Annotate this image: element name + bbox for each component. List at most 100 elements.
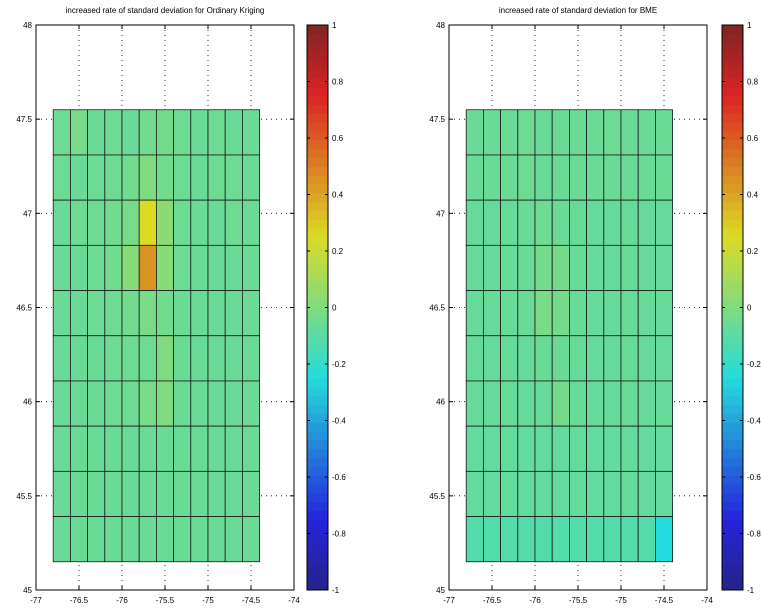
colorbar-tick-label: 1: [332, 21, 337, 30]
heatmap-cell: [173, 109, 192, 156]
heatmap-cell: [224, 335, 243, 382]
colorbar-swatch: [307, 33, 328, 44]
colorbar-swatch: [307, 219, 328, 229]
heatmap-cell: [190, 470, 209, 517]
heatmap-cell: [534, 380, 553, 427]
y-tick-label: 48: [23, 21, 32, 30]
heatmap-cell: [465, 425, 484, 472]
heatmap-cell: [569, 244, 588, 291]
heatmap-cell: [534, 425, 553, 472]
heatmap-cell: [655, 244, 674, 291]
colorbar-swatch: [307, 272, 328, 282]
x-tick-label: -74: [288, 596, 300, 605]
colorbar-tick-label: 0: [747, 304, 752, 313]
heatmap-cell: [637, 109, 656, 156]
colorbar-swatch: [722, 369, 743, 379]
heatmap-cell: [586, 335, 605, 382]
colorbar-swatch: [307, 183, 328, 194]
heatmap-cell: [465, 290, 484, 337]
colorbar-swatch: [722, 333, 743, 344]
heatmap-cell: [104, 244, 123, 291]
heatmap-cell: [465, 335, 484, 382]
colorbar-swatch: [307, 166, 328, 176]
heatmap-cell: [87, 244, 106, 291]
colorbar-swatch: [307, 77, 328, 88]
heatmap-cell: [173, 425, 192, 472]
heatmap-cell: [465, 516, 484, 563]
heatmap-cell: [482, 380, 501, 427]
colorbar-swatch: [722, 148, 743, 158]
colorbar-swatch: [307, 448, 328, 459]
colorbar-swatch: [722, 298, 743, 308]
heatmap-cell: [52, 380, 71, 427]
heatmap-cell: [138, 244, 157, 291]
colorbar-swatch: [722, 537, 743, 547]
heatmap-cell: [104, 199, 123, 246]
heatmap-cell: [482, 244, 501, 291]
heatmap-cell: [465, 244, 484, 291]
x-tick-label: -75: [202, 596, 214, 605]
y-tick-label: 45: [436, 586, 445, 595]
colorbar-swatch: [307, 175, 328, 185]
colorbar-swatch: [722, 360, 743, 370]
heatmap-cell: [517, 380, 536, 427]
heatmap-cell: [551, 335, 570, 382]
heatmap-cell: [52, 199, 71, 246]
heatmap-cell: [104, 290, 123, 337]
heatmap-cell: [551, 425, 570, 472]
heatmap-cell: [241, 154, 260, 201]
colorbar-swatch: [307, 289, 328, 300]
heatmap-cell: [620, 516, 639, 563]
colorbar-swatch: [307, 457, 328, 467]
x-tick-label: -75.5: [156, 596, 175, 605]
colorbar-swatch: [722, 104, 743, 114]
colorbar: 1 0.8 0.6 0.4 0.2 0 -0.2 -0.4 -0.6 -0.8 -1: [306, 21, 346, 595]
heatmap-cell: [121, 425, 140, 472]
heatmap-cell: [224, 154, 243, 201]
heatmap-cell: [190, 244, 209, 291]
colorbar-tick-label: 0.6: [747, 134, 759, 143]
colorbar-tick-label: 0.8: [747, 78, 759, 87]
heatmap-cell: [482, 109, 501, 156]
heatmap-cell: [569, 380, 588, 427]
colorbar-swatch: [307, 113, 328, 123]
heatmap-cell: [190, 335, 209, 382]
heatmap-cell: [52, 244, 71, 291]
colorbar-swatch: [722, 510, 743, 520]
colorbar-swatch: [722, 175, 743, 185]
colorbar-swatch: [722, 42, 743, 52]
y-tick-label: 46.5: [16, 304, 32, 313]
colorbar-tick-label: 0: [332, 304, 337, 313]
heatmap-cell: [517, 199, 536, 246]
heatmap-cell: [586, 425, 605, 472]
colorbar-tick-label: 0.2: [747, 247, 759, 256]
colorbar-swatch: [722, 95, 743, 105]
heatmap-cell: [465, 470, 484, 517]
heatmap-cell: [569, 516, 588, 563]
heatmap-cell: [104, 470, 123, 517]
heatmap-cell: [637, 154, 656, 201]
chart-panel-1: -77 -76.5 -76 -75.5 -75 -74.5 -74 45 45.5 46 46.5 4…: [16, 6, 346, 605]
heatmap-cell: [620, 244, 639, 291]
colorbar-swatch: [307, 519, 328, 529]
heatmap-cell: [517, 109, 536, 156]
heatmap-cell: [121, 199, 140, 246]
heatmap-cell: [70, 244, 89, 291]
y-tick-label: 46: [23, 398, 32, 407]
heatmap-cell: [517, 290, 536, 337]
y-tick-label: 45.5: [16, 492, 32, 501]
colorbar-swatch: [307, 130, 328, 141]
heatmap-cell: [620, 199, 639, 246]
heatmap-cell: [534, 154, 553, 201]
colorbar-swatch: [307, 210, 328, 220]
heatmap-cell: [465, 199, 484, 246]
y-tick-label: 47: [436, 209, 445, 218]
colorbar-swatch: [722, 25, 743, 35]
heatmap-cell: [551, 154, 570, 201]
colorbar-swatch: [722, 210, 743, 220]
heatmap-cell: [500, 470, 519, 517]
colorbar-swatch: [722, 484, 743, 494]
colorbar-swatch: [307, 69, 328, 79]
heatmap-cell: [586, 470, 605, 517]
heatmap-cell: [190, 154, 209, 201]
